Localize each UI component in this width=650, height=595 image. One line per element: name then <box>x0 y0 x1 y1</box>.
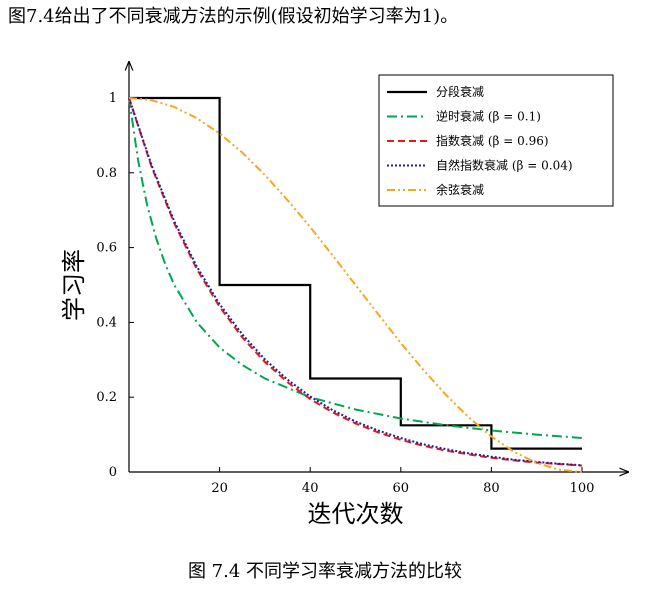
chart-axes <box>129 62 628 472</box>
y-tick-label: 0.6 <box>96 241 117 256</box>
chart-series <box>128 96 583 473</box>
y-tick-label: 1 <box>109 91 117 106</box>
y-axis-title: 学习率 <box>60 249 88 321</box>
x-tick-label: 20 <box>211 481 228 496</box>
legend-label-4: 自然指数衰减 (β = 0.04) <box>436 158 573 173</box>
legend-label-2: 逆时衰减 (β = 0.1) <box>436 109 541 124</box>
x-axis-title: 迭代次数 <box>308 500 404 528</box>
x-tick-label: 100 <box>570 481 595 496</box>
figure-caption: 图 7.4 不同学习率衰减方法的比较 <box>187 561 463 582</box>
intro-text: 图7.4给出了不同衰减方法的示例(假设初始学习率为1)。 <box>8 6 459 27</box>
x-tick-label: 80 <box>483 481 500 496</box>
y-tick-label: 0.8 <box>96 166 117 181</box>
legend-label-3: 指数衰减 (β = 0.96) <box>436 133 549 148</box>
series-line-3 <box>128 97 583 467</box>
series-line-4 <box>128 97 583 467</box>
y-tick-label: 0.4 <box>96 315 117 330</box>
series-line-2 <box>128 97 583 439</box>
x-tick-label: 40 <box>302 481 319 496</box>
x-tick-label: 60 <box>393 481 410 496</box>
series-line-5 <box>128 97 583 473</box>
legend-label-5: 余弦衰减 <box>436 182 484 197</box>
chart-ticks: 20 40 60 80 100 0 0.2 0.4 0.6 0.8 1 <box>96 91 594 496</box>
legend-label-1: 分段衰减 <box>436 84 484 99</box>
y-tick-label: 0.2 <box>96 390 117 405</box>
legend-box <box>378 74 614 207</box>
y-tick-label: 0 <box>109 465 117 480</box>
